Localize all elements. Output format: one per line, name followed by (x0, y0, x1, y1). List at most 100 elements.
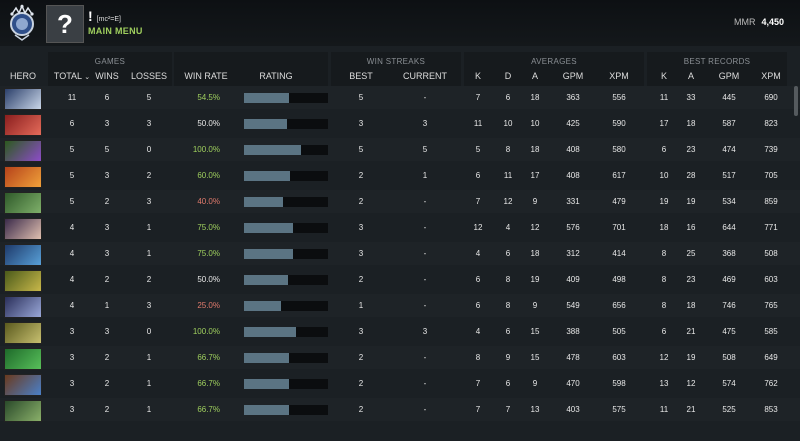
cell-best-gpm: 534 (722, 197, 736, 206)
cell-best-gpm: 587 (722, 119, 736, 128)
cell-avg-k: 6 (475, 301, 481, 310)
cell-best-k: 6 (661, 327, 667, 336)
cell-win-rate: 75.0% (197, 249, 220, 258)
hero-portrait-icon[interactable] (4, 166, 42, 188)
cell-avg-a: 18 (530, 249, 540, 258)
cell-current-streak: - (423, 353, 427, 362)
player-avatar[interactable]: ? (46, 5, 84, 43)
col-header-best-gpm[interactable]: GPM (718, 71, 740, 81)
hero-portrait-icon[interactable] (4, 400, 42, 422)
table-row[interactable]: 3 2 1 2-7 6 9 470 598 13 12 574 762 66.7% (0, 372, 800, 396)
cell-total: 6 (69, 119, 75, 128)
cell-best-k: 13 (659, 379, 669, 388)
hero-portrait-icon[interactable] (4, 322, 42, 344)
cell-best-a: 19 (686, 197, 696, 206)
col-header-avg-k[interactable]: K (474, 71, 481, 81)
cell-avg-k: 7 (475, 93, 481, 102)
col-header-total[interactable]: TOTAL ⌄ (52, 71, 92, 81)
rating-bar-track (244, 327, 328, 337)
table-row[interactable]: 6 3 3 3 3 11 10 10 425 590 17 18 587 823 50.0% (0, 112, 800, 136)
cell-avg-d: 8 (505, 145, 511, 154)
cell-avg-xpm: 701 (612, 223, 626, 232)
col-header-best-a[interactable]: A (687, 71, 694, 81)
cell-avg-k: 7 (475, 405, 481, 414)
hero-portrait-icon[interactable] (4, 192, 42, 214)
col-header-avg-a[interactable]: A (531, 71, 538, 81)
hero-portrait-icon[interactable] (4, 88, 42, 110)
col-header-avg-d[interactable]: D (504, 71, 512, 81)
hero-portrait-icon[interactable] (4, 296, 42, 318)
col-header-wins[interactable]: WINS (95, 71, 119, 81)
col-header-avg-xpm[interactable]: XPM (609, 71, 629, 81)
cell-losses: 1 (146, 223, 152, 232)
table-row[interactable]: 11 6 5 5 - 7 6 18 363 556 11 33 445 690 54.5% (0, 86, 800, 110)
cell-avg-k: 7 (475, 197, 481, 206)
cell-avg-d: 4 (505, 223, 511, 232)
rating-bar-fill (244, 249, 293, 259)
hero-portrait-icon[interactable] (4, 374, 42, 396)
cell-best-xpm: 508 (764, 249, 778, 258)
rating-bar-track (244, 171, 328, 181)
col-header-best-xpm[interactable]: XPM (761, 71, 781, 81)
hero-portrait-icon[interactable] (4, 218, 42, 240)
hero-portrait-icon[interactable] (4, 270, 42, 292)
cell-best-xpm: 649 (764, 353, 778, 362)
cell-avg-d: 6 (505, 249, 511, 258)
table-row[interactable]: 3 3 0 3 3 4 6 15 388 505 6 21 475 585 100.0% (0, 320, 800, 344)
cell-total: 5 (69, 145, 75, 154)
col-header-best-k[interactable]: K (660, 71, 667, 81)
rating-bar-track (244, 93, 328, 103)
table-row[interactable]: 4 2 2 2 - 6 8 19 409 498 8 23 469 603 50.0% (0, 268, 800, 292)
table-row[interactable]: 5 3 2 2 1 6 11 17 408 617 10 28 517 705 60.0% (0, 164, 800, 188)
table-scrollbar[interactable] (794, 86, 798, 116)
col-header-hero[interactable]: HERO (9, 71, 36, 81)
cell-best-xpm: 853 (764, 405, 778, 414)
col-header-avg-gpm[interactable]: GPM (562, 71, 584, 81)
player-tag: [mc²=E] (96, 16, 121, 23)
table-row[interactable]: 5 2 3 2 - 7 12 9 331 479 19 19 534 859 40.0% (0, 190, 800, 214)
cell-current-streak: - (423, 275, 427, 284)
cell-wins: 2 (104, 197, 110, 206)
player-name: ! (88, 8, 93, 24)
rating-bar-fill (244, 145, 301, 155)
main-menu-link[interactable]: MAIN MENU (88, 26, 143, 36)
cell-avg-a: 9 (532, 379, 538, 388)
table-row[interactable]: 5 5 0 5 5 5 8 18 408 580 6 23 474 739 100.0% (0, 138, 800, 162)
mmr-label: MMR (733, 17, 756, 27)
cell-wins: 3 (104, 327, 110, 336)
cell-wins: 2 (104, 379, 110, 388)
cell-best-gpm: 475 (722, 327, 736, 336)
col-header-best-streak[interactable]: BEST (349, 71, 373, 81)
hero-portrait-icon[interactable] (4, 348, 42, 370)
table-row[interactable]: 3 2 1 2-7 7 13 403 575 11 21 525 853 66.7% (0, 398, 800, 422)
cell-win-rate: 60.0% (197, 171, 220, 180)
col-header-win-rate[interactable]: WIN RATE (184, 71, 228, 81)
col-header-current-streak[interactable]: CURRENT (403, 71, 447, 81)
cell-avg-gpm: 312 (566, 249, 580, 258)
cell-best-a: 19 (686, 353, 696, 362)
cell-avg-gpm: 331 (566, 197, 580, 206)
hero-portrait-icon[interactable] (4, 244, 42, 266)
cell-current-streak: - (423, 405, 427, 414)
cell-total: 3 (69, 327, 75, 336)
cell-best-streak: 2 (358, 379, 364, 388)
table-row[interactable]: 3 2 1 2-8 9 15 478 603 12 19 508 649 66.7% (0, 346, 800, 370)
cell-avg-a: 17 (530, 171, 540, 180)
cell-wins: 3 (104, 249, 110, 258)
hero-portrait-icon[interactable] (4, 114, 42, 136)
cell-avg-d: 9 (505, 353, 511, 362)
col-header-losses[interactable]: LOSSES (130, 71, 168, 81)
games-header-group (48, 52, 172, 86)
cell-win-rate: 66.7% (197, 379, 220, 388)
cell-best-streak: 1 (358, 301, 364, 310)
win-streaks-group-title: WIN STREAKS (366, 57, 426, 66)
col-header-rating[interactable]: RATING (259, 71, 293, 81)
rank-medal-icon (10, 4, 34, 41)
table-row[interactable]: 4 3 1 3 - 4 6 18 312 414 8 25 368 508 75.0% (0, 242, 800, 266)
table-row[interactable]: 4 3 1 3 - 12 4 12 576 701 18 16 644 771 75.0% (0, 216, 800, 240)
cell-avg-xpm: 580 (612, 145, 626, 154)
table-row[interactable]: 4 1 3 1 - 6 8 9 549 656 8 18 746 765 25.0% (0, 294, 800, 318)
cell-avg-xpm: 556 (612, 93, 626, 102)
rating-bar-track (244, 197, 328, 207)
hero-portrait-icon[interactable] (4, 140, 42, 162)
